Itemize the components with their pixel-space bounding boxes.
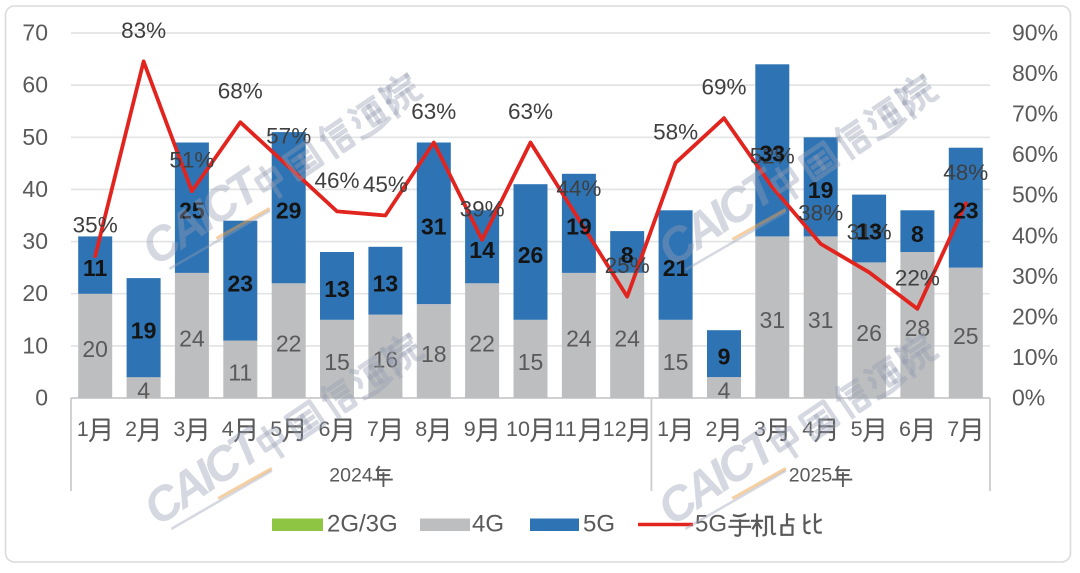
- svg-text:4: 4: [718, 378, 731, 404]
- svg-text:21: 21: [663, 255, 689, 281]
- svg-text:0%: 0%: [1012, 385, 1045, 411]
- svg-text:7: 7: [367, 417, 379, 441]
- svg-text:20%: 20%: [1012, 303, 1058, 329]
- svg-text:7: 7: [947, 417, 959, 441]
- svg-text:8: 8: [415, 417, 427, 441]
- svg-text:90%: 90%: [1012, 20, 1058, 46]
- svg-text:24: 24: [614, 325, 640, 351]
- svg-text:22%: 22%: [895, 265, 940, 290]
- svg-text:11: 11: [554, 417, 576, 441]
- svg-text:68%: 68%: [218, 79, 263, 104]
- svg-text:38%: 38%: [798, 200, 843, 225]
- svg-text:19: 19: [131, 318, 157, 344]
- svg-text:19: 19: [566, 213, 592, 239]
- svg-text:69%: 69%: [701, 75, 746, 100]
- svg-text:8: 8: [911, 221, 924, 247]
- svg-text:70%: 70%: [1012, 101, 1058, 127]
- svg-text:22: 22: [276, 331, 302, 357]
- svg-text:12: 12: [603, 417, 627, 441]
- svg-text:48%: 48%: [943, 160, 988, 185]
- svg-text:52%: 52%: [750, 144, 795, 169]
- svg-text:19: 19: [808, 177, 834, 203]
- svg-text:24: 24: [179, 325, 205, 351]
- svg-text:2025: 2025: [789, 465, 833, 487]
- svg-text:25%: 25%: [605, 253, 650, 278]
- svg-text:63%: 63%: [508, 99, 553, 124]
- svg-text:30: 30: [22, 228, 48, 254]
- svg-text:15: 15: [663, 349, 689, 375]
- svg-text:30%: 30%: [1012, 263, 1058, 289]
- svg-text:5G: 5G: [695, 511, 727, 538]
- svg-text:39%: 39%: [460, 196, 505, 221]
- svg-text:4: 4: [222, 417, 234, 441]
- svg-text:51%: 51%: [169, 148, 214, 173]
- svg-text:46%: 46%: [314, 168, 359, 193]
- svg-text:10: 10: [506, 417, 530, 441]
- svg-text:6: 6: [899, 417, 911, 441]
- svg-text:9: 9: [718, 344, 731, 370]
- svg-text:20: 20: [22, 280, 48, 306]
- svg-text:63%: 63%: [411, 99, 456, 124]
- svg-text:29: 29: [276, 198, 302, 224]
- svg-text:23: 23: [953, 198, 979, 224]
- svg-text:1: 1: [77, 417, 89, 441]
- svg-text:4: 4: [137, 378, 150, 404]
- svg-text:1: 1: [657, 417, 669, 441]
- svg-text:3: 3: [173, 417, 185, 441]
- svg-text:3: 3: [754, 417, 766, 441]
- svg-text:31: 31: [421, 213, 447, 239]
- svg-text:40: 40: [22, 176, 48, 202]
- svg-text:70: 70: [22, 20, 48, 46]
- svg-text:9: 9: [464, 417, 476, 441]
- svg-text:15: 15: [518, 349, 544, 375]
- svg-text:26: 26: [856, 320, 882, 346]
- svg-text:2: 2: [706, 417, 718, 441]
- svg-text:14: 14: [469, 237, 495, 263]
- svg-text:33: 33: [760, 140, 786, 166]
- svg-text:31: 31: [760, 307, 786, 333]
- svg-text:60: 60: [22, 72, 48, 98]
- svg-text:35%: 35%: [73, 213, 118, 238]
- svg-text:31: 31: [808, 307, 834, 333]
- svg-text:22: 22: [469, 331, 495, 357]
- svg-text:50: 50: [22, 124, 48, 150]
- svg-text:0: 0: [35, 385, 48, 411]
- svg-text:50%: 50%: [1012, 182, 1058, 208]
- svg-text:80%: 80%: [1012, 60, 1058, 86]
- svg-text:18: 18: [421, 341, 447, 367]
- svg-text:5: 5: [851, 417, 863, 441]
- svg-text:10: 10: [22, 332, 48, 358]
- svg-text:58%: 58%: [653, 119, 698, 144]
- svg-text:44%: 44%: [556, 176, 601, 201]
- svg-text:11: 11: [83, 255, 108, 281]
- svg-text:13: 13: [373, 271, 399, 297]
- svg-text:83%: 83%: [121, 18, 166, 43]
- svg-text:23: 23: [228, 271, 254, 297]
- svg-text:10%: 10%: [1012, 344, 1058, 370]
- svg-text:13: 13: [324, 276, 350, 302]
- svg-text:60%: 60%: [1012, 141, 1058, 167]
- svg-text:25: 25: [953, 323, 979, 349]
- svg-text:11: 11: [228, 359, 252, 385]
- svg-text:2024: 2024: [329, 465, 373, 487]
- svg-text:4G: 4G: [472, 511, 504, 538]
- svg-text:15: 15: [324, 349, 350, 375]
- svg-text:5G: 5G: [583, 511, 615, 538]
- svg-text:31%: 31%: [847, 219, 892, 244]
- svg-text:2: 2: [125, 417, 137, 441]
- svg-text:2G/3G: 2G/3G: [327, 511, 398, 538]
- svg-text:40%: 40%: [1012, 222, 1058, 248]
- svg-text:13: 13: [856, 219, 882, 245]
- svg-text:8: 8: [621, 242, 634, 268]
- svg-text:24: 24: [566, 325, 592, 351]
- svg-text:45%: 45%: [363, 172, 408, 197]
- svg-text:26: 26: [518, 242, 544, 268]
- svg-text:20: 20: [82, 336, 108, 362]
- svg-text:25: 25: [179, 198, 205, 224]
